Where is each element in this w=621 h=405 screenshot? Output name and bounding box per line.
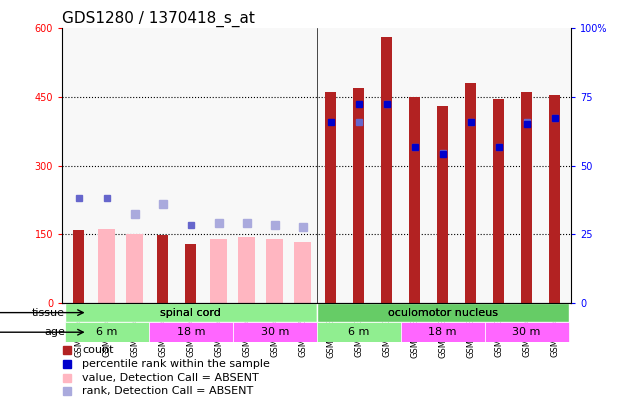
Bar [493, 99, 504, 303]
Bar [99, 229, 116, 303]
Text: 30 m: 30 m [512, 327, 541, 337]
Text: GDS1280 / 1370418_s_at: GDS1280 / 1370418_s_at [62, 11, 255, 27]
Text: 6 m: 6 m [96, 327, 117, 337]
Text: 18 m: 18 m [428, 327, 457, 337]
Text: value, Detection Call = ABSENT: value, Detection Call = ABSENT [83, 373, 259, 383]
Text: rank, Detection Call = ABSENT: rank, Detection Call = ABSENT [83, 386, 254, 396]
Bar [157, 235, 168, 303]
Bar [127, 234, 143, 303]
Bar [65, 322, 149, 342]
Bar [325, 92, 337, 303]
Bar [401, 322, 484, 342]
Bar [317, 322, 401, 342]
Text: oculomotor nucleus: oculomotor nucleus [388, 308, 497, 318]
Bar [266, 239, 283, 303]
Text: 6 m: 6 m [348, 327, 369, 337]
Text: percentile rank within the sample: percentile rank within the sample [83, 359, 270, 369]
Bar [211, 239, 227, 303]
Text: 30 m: 30 m [261, 327, 289, 337]
Bar [409, 97, 420, 303]
Bar [233, 322, 317, 342]
Bar [437, 106, 448, 303]
Text: spinal cord: spinal cord [160, 308, 221, 318]
Bar [73, 230, 84, 303]
Bar [381, 38, 392, 303]
Bar [65, 303, 317, 322]
Bar [465, 83, 476, 303]
Bar [317, 303, 568, 322]
Bar [149, 322, 233, 342]
Text: oculomotor nucleus: oculomotor nucleus [388, 308, 497, 318]
Bar [353, 88, 365, 303]
Text: tissue: tissue [32, 308, 65, 318]
Text: spinal cord: spinal cord [160, 308, 221, 318]
Bar [238, 237, 255, 303]
Bar [521, 92, 532, 303]
Bar [484, 322, 568, 342]
Bar [294, 242, 311, 303]
Bar [185, 244, 196, 303]
Text: 18 m: 18 m [176, 327, 205, 337]
Bar [549, 95, 560, 303]
Text: age: age [44, 327, 65, 337]
Text: count: count [83, 345, 114, 355]
